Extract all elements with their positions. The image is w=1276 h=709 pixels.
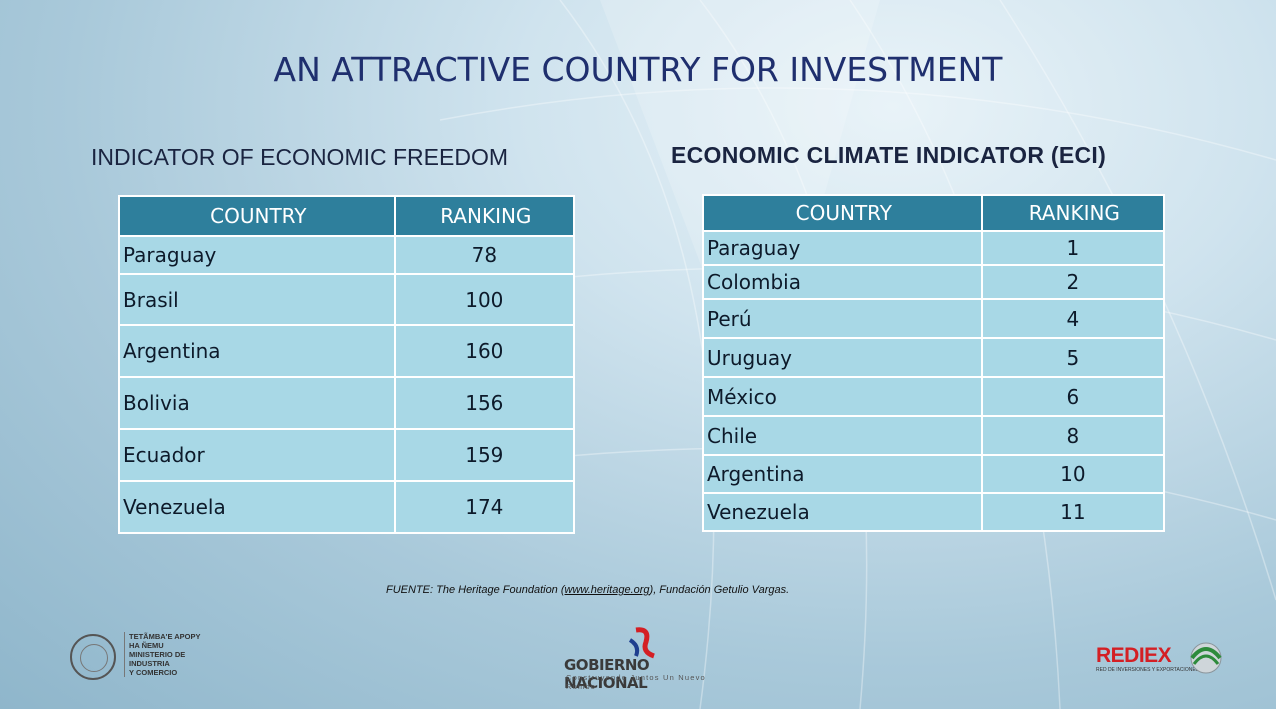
ranking-cell: 159 [393, 428, 576, 482]
country-cell: Venezuela [118, 480, 396, 534]
rediex-logo: REDIEX RED DE INVERSIONES Y EXPORTACIONE… [1094, 632, 1234, 680]
column-header-ranking: RANKING [393, 195, 576, 237]
country-cell: Ecuador [118, 428, 396, 482]
table-row: Bolivia 156 [118, 376, 576, 430]
table-row: Chile 8 [702, 415, 1166, 456]
gobierno-name: GOBIERNO NACIONAL [564, 656, 650, 692]
ranking-cell: 6 [980, 376, 1166, 417]
national-seal-icon [70, 634, 116, 680]
country-cell: Brasil [118, 273, 396, 326]
page-title: AN ATTRACTIVE COUNTRY FOR INVESTMENT [273, 50, 1003, 89]
gobierno-nacional-logo: GOBIERNO NACIONAL Construyendo Juntos Un… [562, 626, 734, 692]
ranking-cell: 156 [393, 376, 576, 430]
column-header-ranking: RANKING [980, 194, 1166, 232]
gobierno-tagline: Construyendo Juntos Un Nuevo Rumbo [566, 673, 706, 691]
rediex-name: REDIEX [1096, 644, 1172, 667]
table-row: Brasil 100 [118, 273, 576, 326]
ranking-cell: 8 [980, 415, 1166, 456]
ranking-cell: 11 [980, 492, 1166, 532]
country-cell: Argentina [118, 324, 396, 378]
ranking-cell: 5 [980, 337, 1166, 378]
country-cell: Venezuela [702, 492, 983, 532]
globe-arrow-icon [1190, 642, 1222, 674]
economic-climate-table: COUNTRY RANKING Paraguay 1 Colombia 2 Pe… [702, 194, 1166, 532]
country-cell: Paraguay [118, 235, 396, 275]
ranking-cell: 2 [980, 264, 1166, 300]
table-row: Argentina 160 [118, 324, 576, 378]
rediex-tagline: RED DE INVERSIONES Y EXPORTACIONES [1096, 667, 1199, 673]
ranking-cell: 78 [393, 235, 576, 275]
ranking-cell: 160 [393, 324, 576, 378]
country-cell: Perú [702, 298, 983, 339]
table-row: Perú 4 [702, 298, 1166, 339]
source-prefix: FUENTE: The Heritage Foundation ( [386, 584, 565, 596]
country-cell: Paraguay [702, 230, 983, 266]
heritage-link[interactable]: www.heritage.org [564, 584, 650, 596]
country-cell: Colombia [702, 264, 983, 300]
country-cell: México [702, 376, 983, 417]
ranking-cell: 10 [980, 454, 1166, 494]
source-suffix: ), Fundación Getulio Vargas. [649, 584, 790, 596]
source-note: FUENTE: The Heritage Foundation (www.her… [386, 584, 789, 596]
ranking-cell: 100 [393, 273, 576, 326]
ministry-logo: TETÃMBA'E APOPY HA ÑEMU MINISTERIO DE IN… [70, 632, 210, 682]
column-header-country: COUNTRY [118, 195, 396, 237]
table-row: Venezuela 174 [118, 480, 576, 534]
right-section-heading: ECONOMIC CLIMATE INDICATOR (ECI) [671, 142, 1107, 168]
table-row: México 6 [702, 376, 1166, 417]
country-cell: Chile [702, 415, 983, 456]
column-header-country: COUNTRY [702, 194, 983, 232]
ranking-cell: 1 [980, 230, 1166, 266]
left-section-heading: INDICATOR OF ECONOMIC FREEDOM [91, 144, 508, 170]
table-row: Ecuador 159 [118, 428, 576, 482]
table-row: Venezuela 11 [702, 492, 1166, 532]
table-row: Paraguay 1 [702, 230, 1166, 266]
country-cell: Bolivia [118, 376, 396, 430]
table-row: Uruguay 5 [702, 337, 1166, 378]
economic-freedom-table: COUNTRY RANKING Paraguay 78 Brasil 100 A… [118, 195, 576, 534]
country-cell: Argentina [702, 454, 983, 494]
ministry-name: TETÃMBA'E APOPY HA ÑEMU MINISTERIO DE IN… [124, 632, 201, 677]
table-row: Colombia 2 [702, 264, 1166, 300]
ranking-cell: 4 [980, 298, 1166, 339]
flag-swoosh-icon [628, 627, 655, 659]
country-cell: Uruguay [702, 337, 983, 378]
table-row: Argentina 10 [702, 454, 1166, 494]
table-row: Paraguay 78 [118, 235, 576, 275]
ranking-cell: 174 [393, 480, 576, 534]
